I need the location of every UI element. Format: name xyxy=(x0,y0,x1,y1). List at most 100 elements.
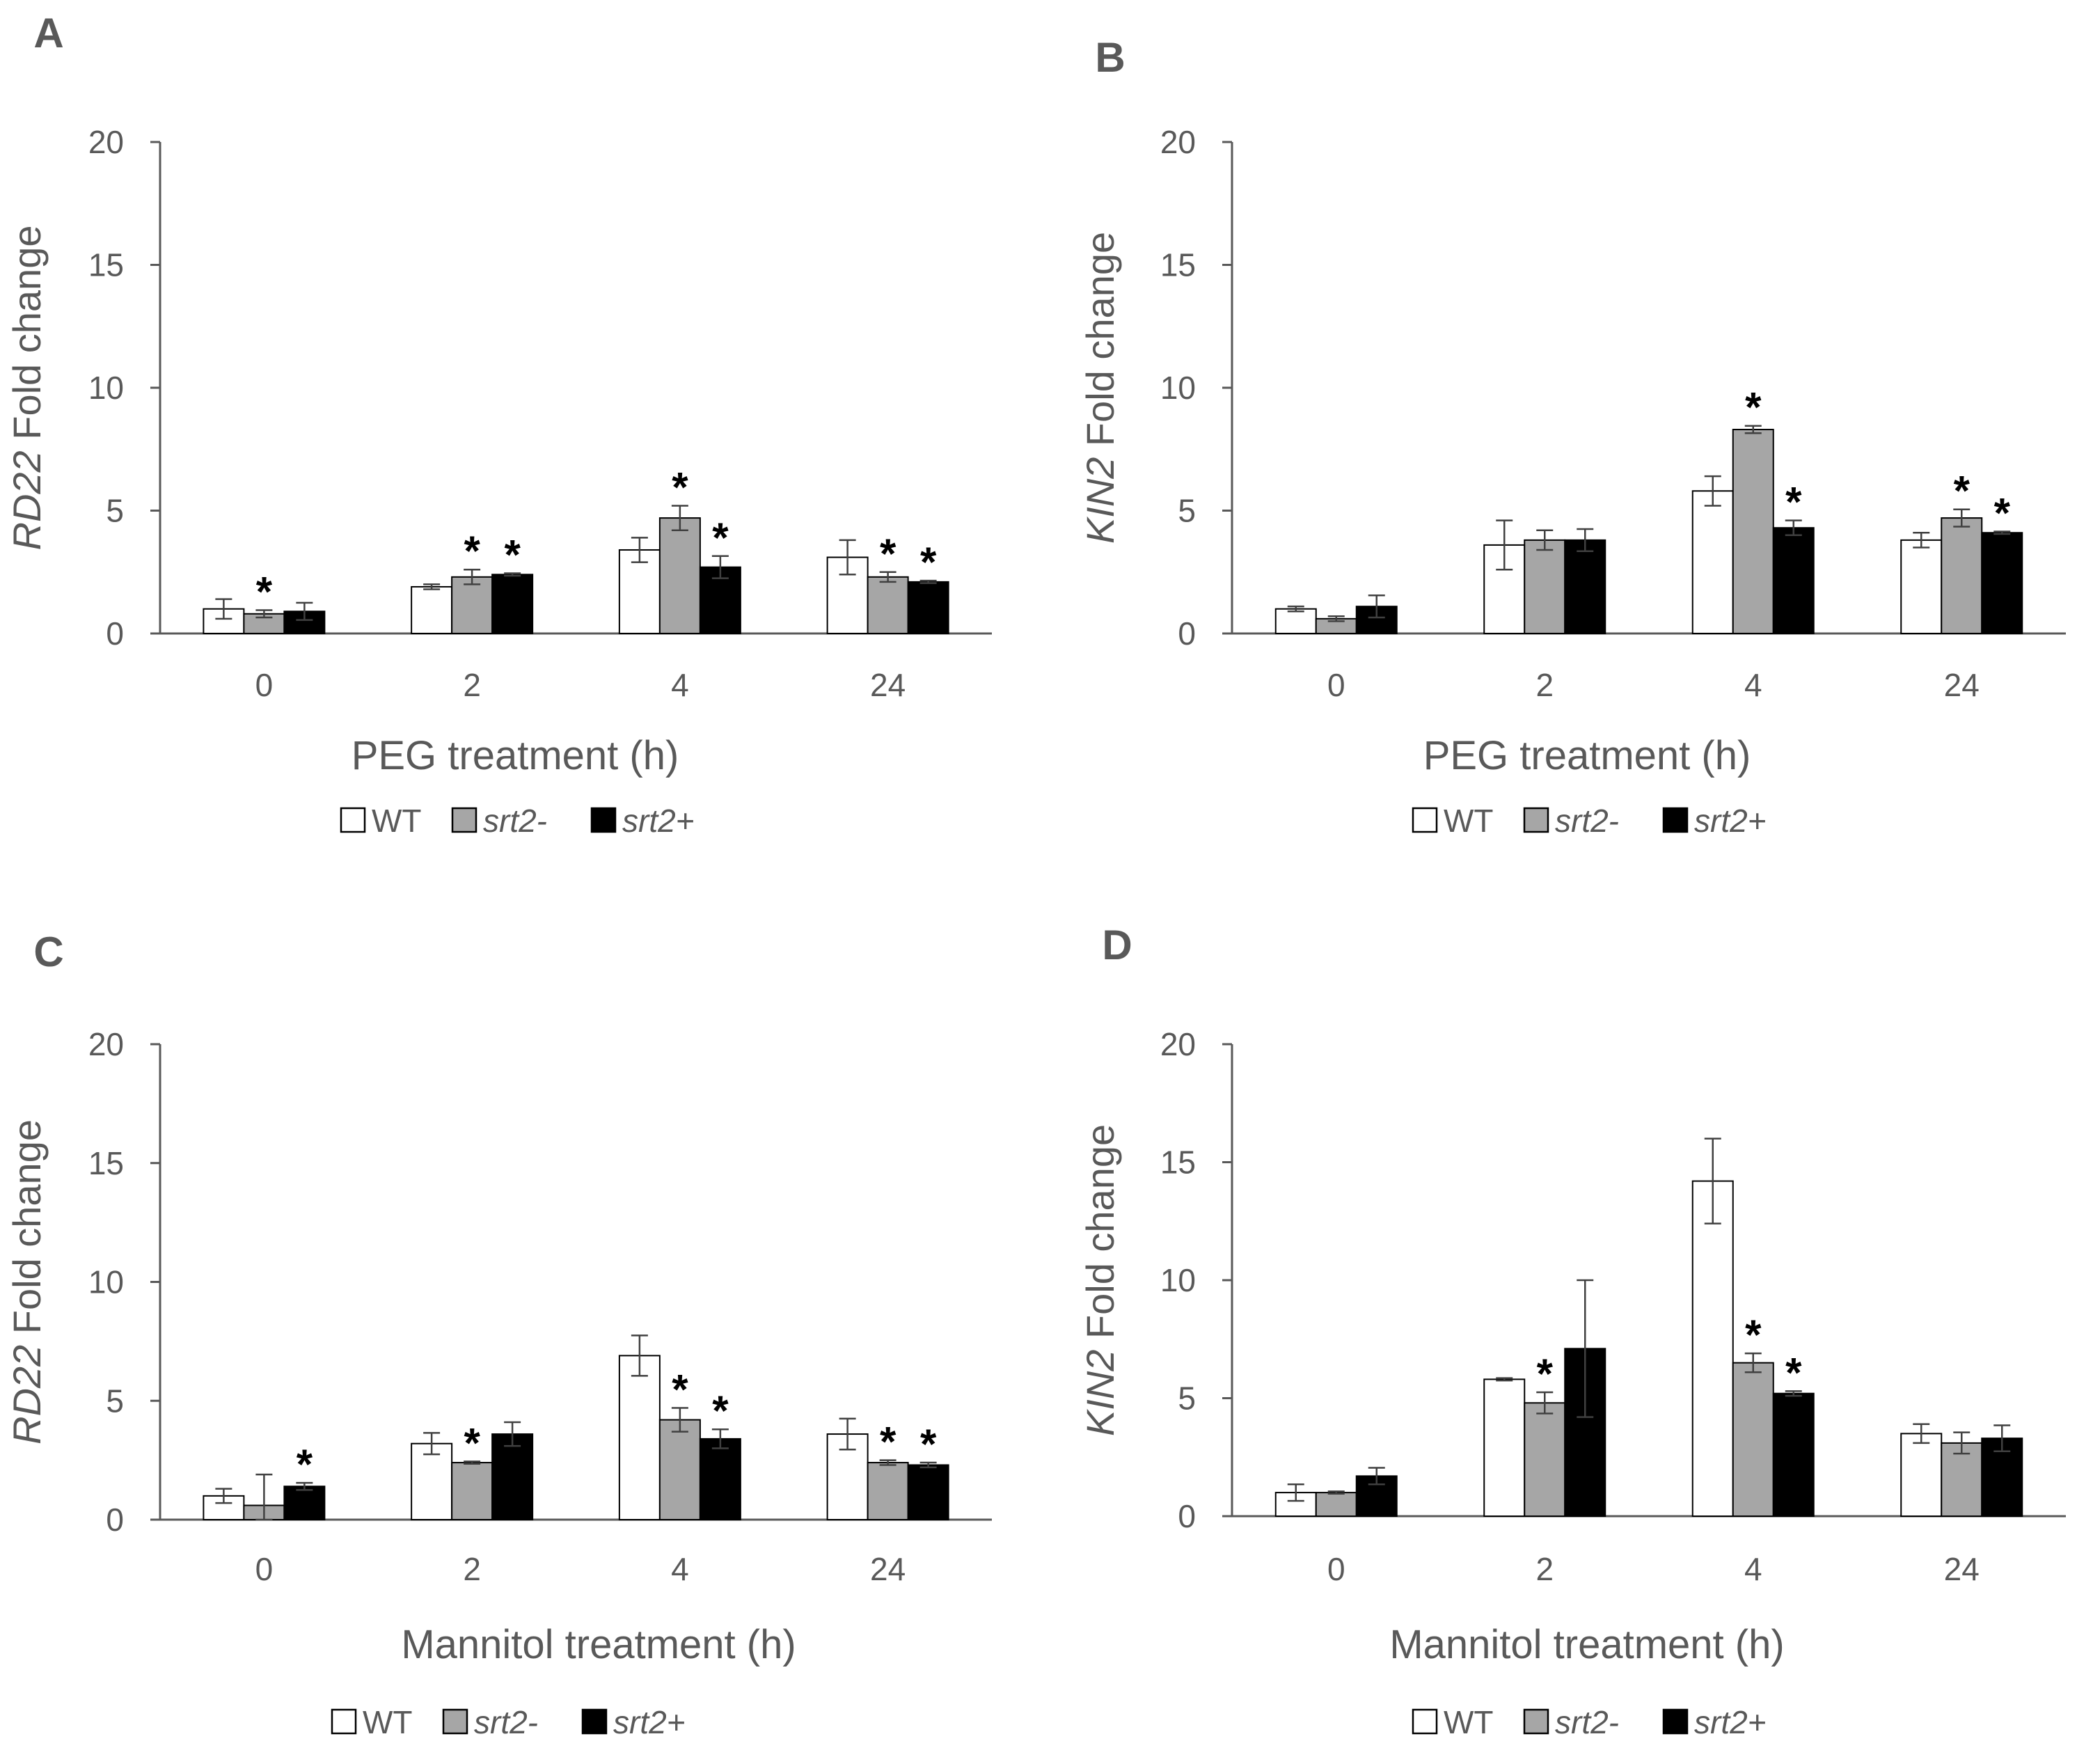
bar-srt2minus xyxy=(867,576,909,634)
x-tick-label: 0 xyxy=(255,667,274,703)
bar-wt xyxy=(411,1442,453,1520)
legend-label-srt2plus: srt2+ xyxy=(622,803,695,839)
legend-swatch-srt2minus xyxy=(451,807,477,833)
bar-srt2minus xyxy=(867,1462,909,1521)
legend-label-srt2plus: srt2+ xyxy=(1694,803,1767,839)
significance-asterisk: * xyxy=(920,1421,937,1467)
bar-wt xyxy=(1691,490,1734,635)
bar-wt xyxy=(1900,539,1943,634)
significance-asterisk: * xyxy=(1785,1349,1802,1396)
legend-swatch-srt2plus xyxy=(1662,807,1689,833)
y-tick-label: 15 xyxy=(1160,1144,1196,1181)
y-tick-label: 20 xyxy=(1160,1026,1196,1062)
y-axis-label: KIN2 Fold change xyxy=(1078,232,1122,544)
bar-srt2minus xyxy=(1732,1362,1774,1518)
bar-srt2plus xyxy=(1981,532,2023,635)
bar-srt2minus xyxy=(451,576,493,634)
y-axis-label: KIN2 Fold change xyxy=(1078,1124,1122,1436)
bar-srt2plus xyxy=(1772,527,1815,635)
significance-asterisk: * xyxy=(256,568,273,615)
bar-srt2minus xyxy=(1524,539,1566,634)
bar-wt xyxy=(1483,544,1526,634)
legend-swatch-wt xyxy=(1412,1708,1438,1735)
y-tick-label: 10 xyxy=(1160,370,1196,406)
panel-label: D xyxy=(1102,922,1132,968)
y-axis-label-gene: KIN2 xyxy=(1078,1350,1122,1437)
significance-asterisk: * xyxy=(712,514,729,561)
bar-srt2plus xyxy=(491,574,534,635)
panel-label: A xyxy=(33,10,63,56)
legend-swatch-srt2plus xyxy=(1662,1708,1689,1735)
significance-asterisk: * xyxy=(672,464,688,510)
x-axis-label: Mannitol treatment (h) xyxy=(1389,1622,1784,1667)
significance-asterisk: * xyxy=(464,528,480,574)
legend-label-srt2minus: srt2- xyxy=(1555,1704,1619,1740)
bar-srt2plus xyxy=(907,581,949,634)
bar-wt xyxy=(1691,1180,1734,1517)
bar-srt2minus xyxy=(658,517,701,635)
legend-swatch-wt xyxy=(340,807,366,833)
significance-asterisk: * xyxy=(297,1441,313,1488)
bar-srt2plus xyxy=(283,1486,326,1520)
y-tick-label: 15 xyxy=(88,247,124,283)
significance-asterisk: * xyxy=(880,530,897,577)
panel-label: B xyxy=(1095,34,1125,81)
legend-label-srt2minus: srt2- xyxy=(483,803,547,839)
chart-panel-d: D 0 5 10 15 20 KIN2 Fold change 0 2 * 4 * * 24 Mannito… xyxy=(1078,922,2066,1740)
significance-asterisk: * xyxy=(712,1387,729,1434)
bar-srt2plus xyxy=(491,1433,534,1521)
y-tick-label: 20 xyxy=(88,124,124,160)
x-tick-label: 2 xyxy=(1535,667,1554,703)
chart-panel-c: C 0 5 10 15 20 RD22 Fold change 0 * 2 * 4 * * 24 * * Mann… xyxy=(5,929,992,1740)
y-tick-label: 5 xyxy=(1178,493,1196,529)
legend-swatch-wt xyxy=(1412,807,1438,833)
y-axis-label-gene: RD22 xyxy=(5,1345,49,1444)
significance-asterisk: * xyxy=(880,1419,897,1465)
x-tick-label: 24 xyxy=(1944,667,1980,703)
legend-label-srt2plus: srt2+ xyxy=(613,1704,686,1740)
legend: WT srt2- srt2+ xyxy=(340,803,695,839)
legend: WT srt2- srt2+ xyxy=(331,1704,686,1740)
significance-asterisk: * xyxy=(1745,1312,1762,1358)
legend: WT srt2- srt2+ xyxy=(1412,1704,1767,1740)
y-tick-label: 0 xyxy=(1178,1498,1196,1534)
bar-srt2plus xyxy=(1772,1392,1815,1517)
significance-asterisk: * xyxy=(504,532,521,578)
chart-panel-a: A 0 5 10 15 20 RD22 Fold change 0 * 2 * * 4 * * 24 * * PEG… xyxy=(5,10,992,839)
bar-srt2minus xyxy=(658,1419,701,1520)
legend-swatch-srt2plus xyxy=(590,807,617,833)
y-axis-label-gene: KIN2 xyxy=(1078,457,1122,544)
bar-srt2minus xyxy=(1941,517,1983,635)
significance-asterisk: * xyxy=(672,1366,688,1412)
y-axis-label: RD22 Fold change xyxy=(5,1119,49,1444)
y-tick-label: 10 xyxy=(88,370,124,406)
x-tick-label: 2 xyxy=(1535,1551,1554,1587)
x-tick-label: 24 xyxy=(1944,1551,1980,1587)
significance-asterisk: * xyxy=(920,539,937,585)
bar-wt xyxy=(1900,1433,1943,1518)
legend-swatch-srt2minus xyxy=(442,1708,468,1735)
legend: WT srt2- srt2+ xyxy=(1412,803,1767,839)
y-axis-label-rest: Fold change xyxy=(1078,1124,1122,1350)
x-tick-label: 2 xyxy=(463,1551,481,1587)
x-axis-label: Mannitol treatment (h) xyxy=(401,1622,796,1667)
y-axis-label: RD22 Fold change xyxy=(5,226,49,551)
y-axis-label-rest: Fold change xyxy=(5,226,49,451)
x-axis-label: PEG treatment (h) xyxy=(1423,733,1751,778)
significance-asterisk: * xyxy=(1745,384,1762,431)
y-axis-label-rest: Fold change xyxy=(5,1119,49,1345)
y-tick-label: 5 xyxy=(106,493,124,529)
x-tick-label: 4 xyxy=(1744,667,1762,703)
significance-asterisk: * xyxy=(1994,490,2011,537)
bar-srt2plus xyxy=(699,1438,741,1520)
y-tick-label: 10 xyxy=(88,1264,124,1300)
y-tick-label: 15 xyxy=(88,1145,124,1181)
legend-swatch-wt xyxy=(331,1708,357,1735)
x-tick-label: 0 xyxy=(1327,1551,1345,1587)
x-tick-label: 4 xyxy=(1744,1551,1762,1587)
significance-asterisk: * xyxy=(1537,1350,1554,1397)
legend-swatch-srt2minus xyxy=(1523,807,1549,833)
y-tick-label: 0 xyxy=(106,615,124,652)
